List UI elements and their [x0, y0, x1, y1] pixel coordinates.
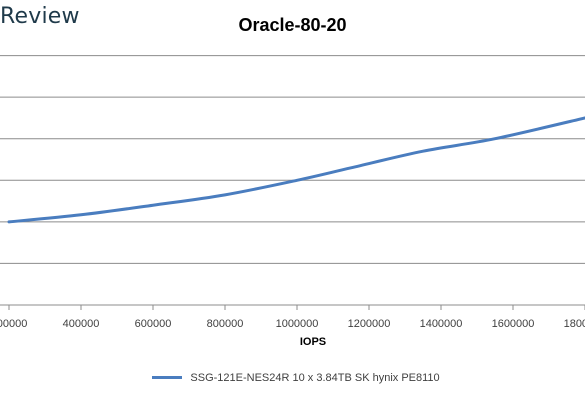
x-tick-label: 1600000: [492, 318, 535, 330]
x-tick-label: 600000: [135, 318, 172, 330]
legend-swatch: [152, 375, 183, 379]
x-tick-label: 1800000: [564, 318, 585, 330]
legend: SSG-121E-NES24R 10 x 3.84TB SK hynix PE8…: [0, 372, 585, 384]
x-tick-label: 1200000: [348, 318, 391, 330]
x-tick-label: 800000: [207, 318, 244, 330]
series-lines: [7, 116, 585, 224]
x-tick-label: 200000: [0, 318, 27, 330]
x-tick-label: 1000000: [276, 318, 319, 330]
chart-title: Oracle-80-20: [238, 15, 347, 35]
x-tick-label: 400000: [63, 318, 100, 330]
legend-label: SSG-121E-NES24R 10 x 3.84TB SK hynix PE8…: [190, 372, 440, 384]
x-axis: [0, 304, 585, 310]
x-tick-labels: 200000 400000 600000 800000 1000000 1200000 14…: [0, 318, 585, 330]
grid-lines: [0, 55, 585, 264]
brand-logo-text: Review: [0, 4, 80, 29]
x-tick-label: 1400000: [420, 318, 463, 330]
series-line: [7, 116, 585, 224]
x-axis-label: IOPS: [299, 336, 327, 348]
